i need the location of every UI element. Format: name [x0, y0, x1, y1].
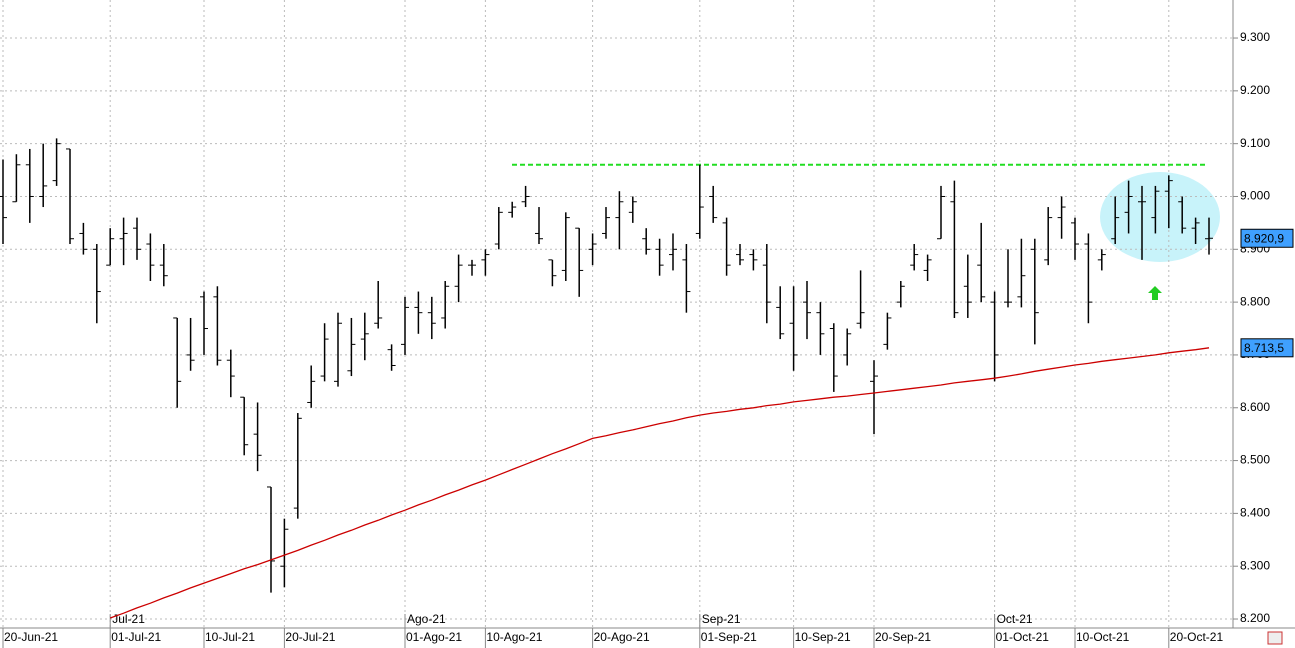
x-tick-label: 20-Jun-21: [4, 630, 58, 644]
y-tick-label: 9.300: [1240, 30, 1270, 44]
y-tick-label: 8.800: [1240, 294, 1270, 308]
x-tick-label: 20-Ago-21: [594, 630, 650, 644]
x-tick-label: 10-Oct-21: [1076, 630, 1130, 644]
ma-last-label: 8.713,5: [1244, 341, 1284, 355]
x-tick-label: 01-Sep-21: [701, 630, 757, 644]
x-tick-label: 10-Sep-21: [795, 630, 851, 644]
y-tick-label: 9.000: [1240, 189, 1270, 203]
ma-last-label-box: [1240, 338, 1294, 358]
last-close-label-box: [1240, 228, 1294, 248]
last-close-label: 8.920,9: [1244, 231, 1284, 245]
y-tick-label: 8.200: [1240, 611, 1270, 625]
x-tick-label: 01-Oct-21: [996, 630, 1050, 644]
moving-average: [109, 347, 1210, 619]
highlight-ellipse: [1100, 172, 1220, 262]
x-tick-label: 01-Ago-21: [406, 630, 462, 644]
y-tick-label: 9.100: [1240, 136, 1270, 150]
corner-icon: [1267, 631, 1283, 645]
up-arrow: [1148, 286, 1162, 300]
month-label: Oct-21: [997, 612, 1033, 626]
x-tick-label: 01-Jul-21: [111, 630, 161, 644]
month-label: Sep-21: [702, 612, 741, 626]
month-label: Jul-21: [112, 612, 145, 626]
y-tick-label: 8.400: [1240, 506, 1270, 520]
x-tick-label: 10-Ago-21: [486, 630, 542, 644]
x-tick-label: 20-Sep-21: [875, 630, 931, 644]
y-tick-label: 8.300: [1240, 558, 1270, 572]
y-tick-label: 8.600: [1240, 400, 1270, 414]
x-tick-label: 20-Jul-21: [285, 630, 335, 644]
x-tick-label: 10-Jul-21: [205, 630, 255, 644]
month-label: Ago-21: [407, 612, 446, 626]
x-tick-label: 20-Oct-21: [1170, 630, 1224, 644]
y-tick-label: 9.200: [1240, 83, 1270, 97]
y-tick-label: 8.500: [1240, 453, 1270, 467]
